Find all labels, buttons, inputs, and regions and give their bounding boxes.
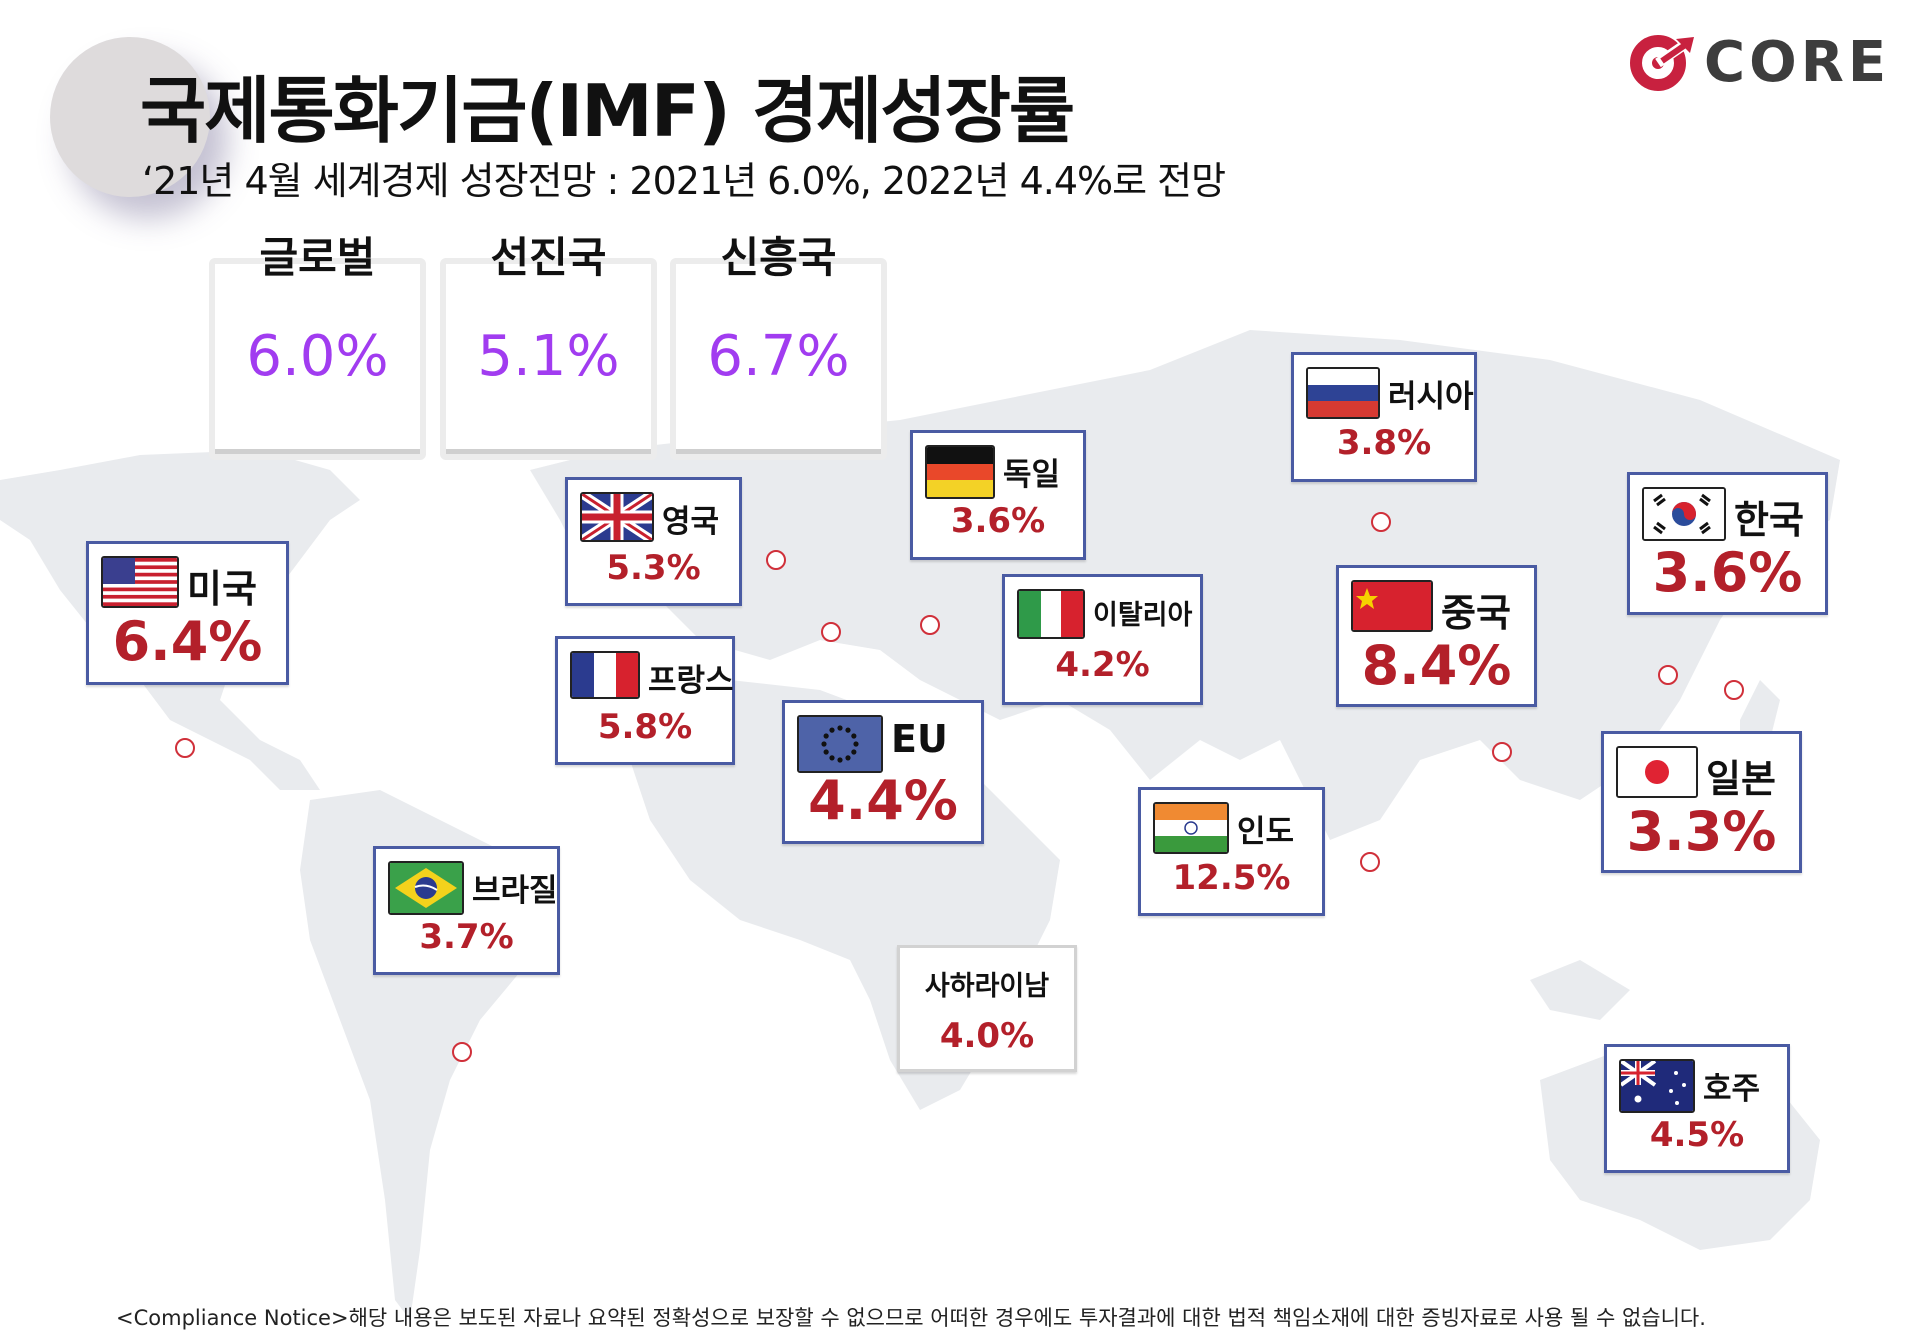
location-marker-icon xyxy=(1492,742,1512,762)
country-card-eu: EU 4.4% xyxy=(782,700,984,844)
location-marker-icon xyxy=(452,1042,472,1062)
location-marker-icon xyxy=(766,550,786,570)
country-name: 사하라이남 xyxy=(924,971,1050,1002)
core-logo: CORE xyxy=(1628,30,1890,95)
summary-card-advanced: 선진국 5.1% xyxy=(440,233,657,460)
country-name: 일본 xyxy=(1706,757,1776,801)
country-name: 독일 xyxy=(1003,457,1061,493)
growth-rate-value: 3.6% xyxy=(1652,541,1803,604)
summary-label: 신흥국 xyxy=(720,233,837,282)
country-name: 브라질 xyxy=(472,873,558,909)
summary-label: 선진국 xyxy=(490,233,607,282)
growth-rate-value: 3.3% xyxy=(1626,800,1777,863)
eu-flag-icon xyxy=(797,715,883,773)
decorative-circle xyxy=(50,37,210,197)
country-name: 프랑스 xyxy=(648,663,734,699)
growth-rate-value: 5.8% xyxy=(597,707,693,747)
country-name: 중국 xyxy=(1441,591,1511,635)
logo-text: CORE xyxy=(1704,30,1891,95)
location-marker-icon xyxy=(1371,512,1391,532)
country-name: 러시아 xyxy=(1388,379,1474,415)
country-card-india: 인도 12.5% xyxy=(1138,787,1325,916)
compliance-notice: <Compliance Notice>해당 내용은 보도된 자료나 요약된 정확… xyxy=(116,1306,1706,1330)
country-name: 이탈리아 xyxy=(1093,600,1193,631)
location-marker-icon xyxy=(175,738,195,758)
country-name: 미국 xyxy=(187,567,257,611)
australia-flag-icon xyxy=(1619,1059,1695,1113)
india-flag-icon xyxy=(1153,802,1229,854)
growth-rate-value: 12.5% xyxy=(1172,858,1291,898)
japan-flag-icon xyxy=(1616,746,1698,798)
growth-rate-value: 3.7% xyxy=(419,917,514,957)
summary-value: 5.1% xyxy=(477,324,620,389)
location-marker-icon xyxy=(1360,852,1380,872)
country-card-russia: 러시아 3.8% xyxy=(1291,352,1477,482)
korea-flag-icon xyxy=(1642,487,1726,541)
country-name: 영국 xyxy=(662,504,720,540)
growth-rate-value: 4.5% xyxy=(1649,1115,1745,1155)
core-logo-icon xyxy=(1630,34,1694,91)
country-name: 호주 xyxy=(1703,1071,1761,1107)
germany-flag-icon xyxy=(925,445,995,499)
country-card-japan: 일본 3.3% xyxy=(1601,731,1802,873)
country-card-ssa: 사하라이남 4.0% xyxy=(897,945,1077,1072)
country-card-italy: 이탈리아 4.2% xyxy=(1002,574,1203,705)
location-marker-icon xyxy=(821,622,841,642)
growth-rate-value: 3.8% xyxy=(1336,423,1432,463)
summary-value: 6.0% xyxy=(246,324,389,389)
country-card-france: 프랑스 5.8% xyxy=(555,636,735,765)
usa-flag-icon xyxy=(101,556,179,608)
italy-flag-icon xyxy=(1017,589,1085,639)
growth-rate-value: 6.4% xyxy=(112,610,263,673)
uk-flag-icon xyxy=(580,492,654,542)
location-marker-icon xyxy=(1658,665,1678,685)
country-card-brazil: 브라질 3.7% xyxy=(373,846,560,975)
country-name: 한국 xyxy=(1734,498,1804,542)
location-marker-icon xyxy=(1724,680,1744,700)
growth-rate-value: 3.6% xyxy=(950,501,1046,541)
brazil-flag-icon xyxy=(388,861,464,915)
country-card-china: 중국 8.4% xyxy=(1336,565,1537,707)
russia-flag-icon xyxy=(1306,367,1380,419)
china-flag-icon xyxy=(1351,580,1433,632)
page-title: 국제통화기금(IMF) 경제성장률 xyxy=(140,69,1075,153)
growth-rate-value: 4.2% xyxy=(1055,645,1150,685)
page-subtitle: ‘21년 4월 세계경제 성장전망 : 2021년 6.0%, 2022년 4.… xyxy=(142,159,1226,203)
country-card-usa: 미국 6.4% xyxy=(86,541,289,685)
country-card-australia: 호주 4.5% xyxy=(1604,1044,1790,1173)
growth-rate-value: 5.3% xyxy=(606,548,701,588)
summary-card-global: 글로벌 6.0% xyxy=(209,233,426,460)
country-card-germany: 독일 3.6% xyxy=(910,430,1086,560)
country-card-uk: 영국 5.3% xyxy=(565,477,742,606)
summary-value: 6.7% xyxy=(707,324,850,389)
location-marker-icon xyxy=(920,615,940,635)
growth-rate-value: 4.0% xyxy=(939,1016,1035,1056)
country-card-korea: 한국 3.6% xyxy=(1627,472,1828,615)
summary-card-emerging: 신흥국 6.7% xyxy=(670,233,887,460)
country-name: 인도 xyxy=(1237,814,1295,850)
growth-rate-value: 4.4% xyxy=(808,769,958,832)
summary-label: 글로벌 xyxy=(259,233,376,282)
france-flag-icon xyxy=(570,651,640,699)
country-name: EU xyxy=(891,717,948,761)
growth-rate-value: 8.4% xyxy=(1361,634,1512,697)
